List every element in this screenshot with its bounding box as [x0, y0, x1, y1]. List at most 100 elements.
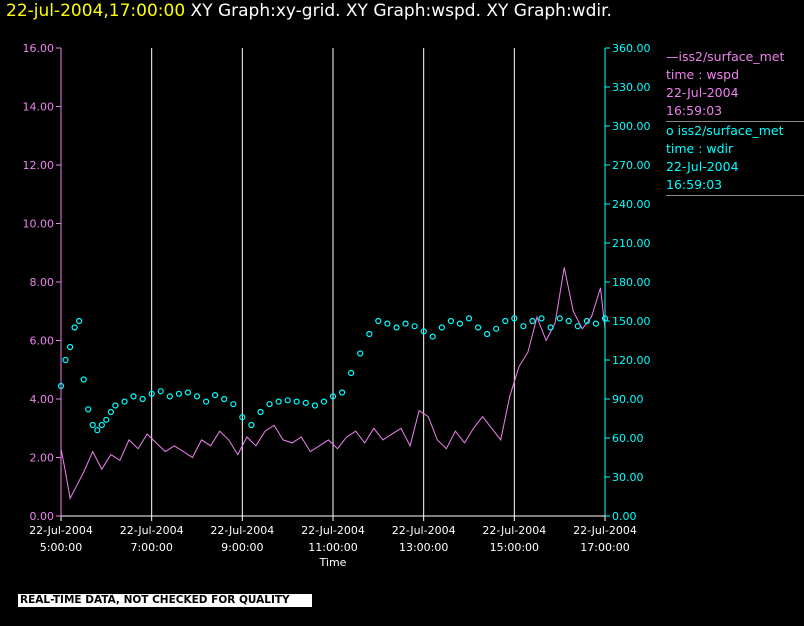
- wdir-point: [193, 393, 201, 400]
- x-tick-date: 22-Jul-2004: [120, 524, 184, 537]
- x-tick-time: 11:00:00: [308, 541, 357, 554]
- axes: 22-Jul-2004 5:00:00 22-Jul-2004 7:00:00 22-J…: [23, 42, 651, 569]
- wdir-point: [89, 421, 96, 429]
- wdir-point: [275, 398, 282, 405]
- wdir-point: [357, 350, 364, 357]
- wdir-point: [402, 320, 409, 327]
- wdir-point: [502, 317, 509, 325]
- y-right-tick-label: 180.00: [612, 276, 651, 289]
- legend-wspd: —iss2/surface_met time : wspd 22-Jul-200…: [666, 48, 804, 122]
- wdir-point: [75, 317, 83, 325]
- wdir-point: [320, 398, 327, 405]
- y-right-tick-label: 90.00: [612, 393, 644, 406]
- y-right-tick-label: 300.00: [612, 120, 651, 133]
- wdir-point: [130, 393, 137, 400]
- wdir-point: [203, 398, 210, 405]
- x-tick-time: 9:00:00: [221, 541, 263, 554]
- wdir-point: [230, 401, 237, 408]
- vertical-grid: [151, 48, 515, 516]
- x-tick-date: 22-Jul-2004: [301, 524, 365, 537]
- wdir-point: [139, 395, 146, 403]
- y-right-tick-label: 360.00: [612, 42, 651, 55]
- wdir-point: [565, 317, 572, 325]
- y-left-tick-label: 8.00: [30, 276, 55, 289]
- x-tick-time: 5:00:00: [40, 541, 82, 554]
- wdir-point: [447, 317, 454, 325]
- legend-wdir-var: time : wdir: [666, 141, 734, 156]
- x-tick-time: 13:00:00: [399, 541, 448, 554]
- y-left-tick-label: 6.00: [30, 335, 55, 348]
- wdir-point: [148, 390, 155, 397]
- y-right-tick-label: 330.00: [612, 81, 651, 94]
- x-tick-date: 22-Jul-2004: [29, 524, 93, 537]
- wdir-point: [438, 324, 445, 331]
- wdir-point: [62, 356, 69, 364]
- chart-header: 22-jul-2004,17:00:00 XY Graph:xy-grid. X…: [6, 1, 612, 21]
- legend-wdir-name: o iss2/surface_met: [666, 123, 784, 138]
- y-left-tick-label: 14.00: [23, 101, 55, 114]
- wdir-point: [366, 330, 373, 338]
- wdir-point: [511, 315, 518, 322]
- x-tick-date: 22-Jul-2004: [573, 524, 637, 537]
- x-axis-label: Time: [319, 556, 347, 569]
- wdir-point: [547, 324, 554, 331]
- wdir-point: [375, 317, 382, 325]
- legend-wspd-name: —iss2/surface_met: [666, 49, 785, 64]
- wdir-point: [520, 323, 527, 330]
- header-graphs: XY Graph:xy-grid. XY Graph:wspd. XY Grap…: [190, 1, 612, 21]
- wdir-point: [71, 324, 78, 331]
- wdir-point: [166, 393, 173, 400]
- y-right-tick-label: 0.00: [612, 510, 637, 523]
- x-tick-date: 22-Jul-2004: [210, 524, 274, 537]
- wdir-point: [121, 398, 128, 405]
- wdir-point: [583, 317, 591, 325]
- legend: —iss2/surface_met time : wspd 22-Jul-200…: [666, 48, 804, 196]
- wdir-series: [57, 315, 609, 434]
- wdir-point: [239, 414, 246, 421]
- wdir-point: [66, 343, 74, 351]
- y-right-tick-label: 150.00: [612, 315, 651, 328]
- wdir-point: [311, 402, 318, 409]
- y-right-tick-label: 120.00: [612, 354, 651, 367]
- x-tick-date: 22-Jul-2004: [482, 524, 546, 537]
- y-right-tick-label: 30.00: [612, 471, 644, 484]
- header-timestamp: 22-jul-2004,17:00:00: [6, 1, 186, 21]
- y-left-tick-label: 12.00: [23, 159, 55, 172]
- x-tick-time: 7:00:00: [130, 541, 172, 554]
- wdir-point: [293, 398, 300, 405]
- y-left-tick-label: 10.00: [23, 218, 55, 231]
- wdir-point: [393, 324, 400, 331]
- wdir-point: [184, 389, 191, 396]
- wdir-point: [538, 315, 545, 322]
- legend-wdir: o iss2/surface_met time : wdir 22-Jul-20…: [666, 122, 804, 196]
- wdir-point: [592, 320, 600, 327]
- wdir-point: [475, 324, 482, 331]
- wdir-point: [529, 317, 536, 325]
- y-left-tick-label: 16.00: [23, 42, 55, 55]
- wdir-point: [420, 328, 427, 335]
- wdir-point: [348, 369, 355, 377]
- wdir-point: [94, 427, 101, 434]
- wdir-point: [411, 323, 418, 330]
- wdir-point: [221, 395, 228, 403]
- wdir-point: [456, 320, 463, 327]
- wdir-point: [85, 406, 92, 413]
- x-tick-time: 15:00:00: [490, 541, 539, 554]
- wdir-point: [107, 408, 115, 416]
- wdir-point: [80, 376, 87, 383]
- x-tick-time: 17:00:00: [580, 541, 629, 554]
- wdir-point: [175, 390, 182, 397]
- wdir-point: [465, 315, 473, 322]
- quality-banner: REAL-TIME DATA, NOT CHECKED FOR QUALITY: [18, 594, 312, 607]
- wdir-point: [257, 408, 264, 416]
- legend-wdir-time: 16:59:03: [666, 177, 723, 192]
- wdir-point: [484, 330, 491, 338]
- wdir-point: [302, 399, 309, 406]
- wdir-point: [284, 397, 291, 404]
- wdir-point: [493, 325, 500, 332]
- wdir-point: [212, 392, 219, 399]
- y-left-tick-label: 0.00: [30, 510, 55, 523]
- wdir-point: [266, 401, 273, 408]
- wspd-line: [60, 267, 606, 500]
